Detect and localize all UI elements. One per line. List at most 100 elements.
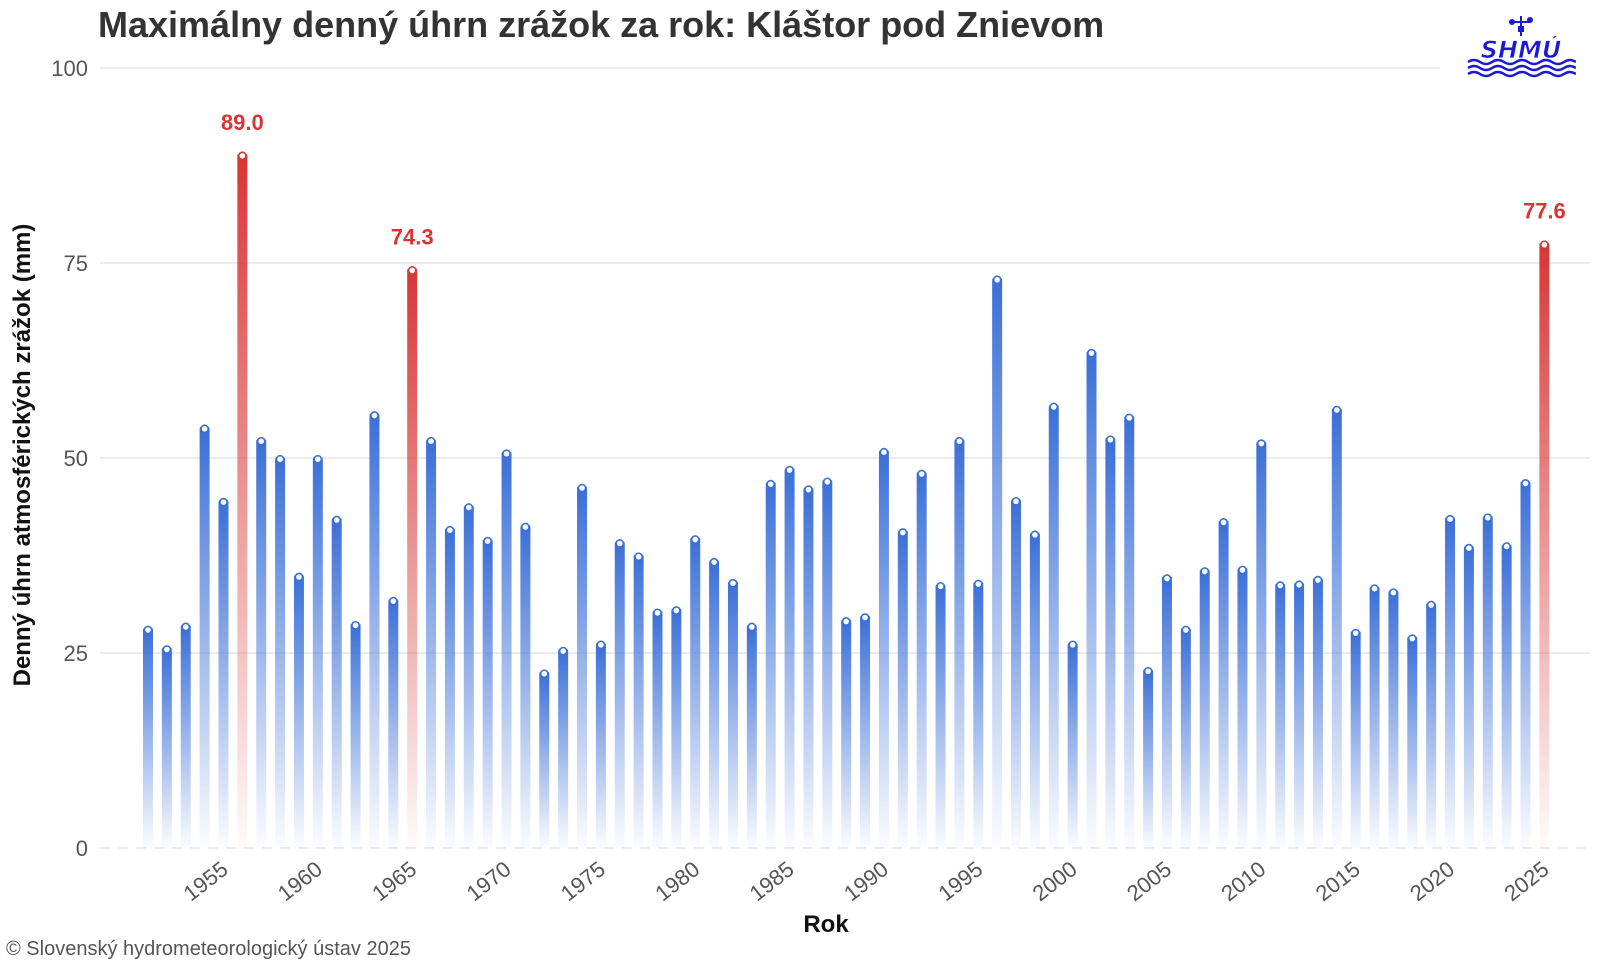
x-tick-label: 1970: [462, 856, 516, 906]
bar-marker-1996: [992, 275, 1002, 285]
bar-2016: [1369, 586, 1380, 848]
bar-2013: [1312, 578, 1323, 848]
x-tick-label: 1955: [179, 856, 233, 906]
y-tick-label: 100: [51, 56, 88, 81]
bar-1972: [539, 671, 550, 848]
bar-1969: [482, 539, 493, 848]
bar-1991: [897, 530, 908, 848]
bar-marker-1953: [181, 622, 191, 632]
bar-1981: [709, 560, 720, 848]
bar-marker-1990: [879, 447, 889, 457]
bar-marker-1976: [615, 539, 625, 548]
bar-1996: [992, 277, 1003, 848]
bar-marker-2014: [1332, 405, 1342, 415]
y-axis-title: Denný úhrn atmosférických zrážok (mm): [9, 224, 36, 687]
bar-marker-1974: [577, 483, 587, 493]
bar-1982: [727, 581, 738, 848]
bar-1958: [275, 457, 286, 848]
x-tick-label: 1980: [650, 856, 704, 906]
bar-1964: [388, 599, 399, 848]
bar-2008: [1218, 520, 1229, 848]
peak-label-1965: 74.3: [391, 224, 434, 249]
bar-marker-1995: [973, 579, 983, 589]
bar-marker-2003: [1124, 413, 1134, 423]
bar-1953: [180, 624, 191, 848]
bar-2004: [1143, 669, 1154, 848]
bar-2022: [1482, 515, 1493, 848]
bar-marker-2004: [1143, 666, 1153, 676]
bar-2005: [1161, 576, 1172, 848]
bar-1951: [143, 628, 153, 848]
bar-2012: [1294, 582, 1305, 848]
x-tick-label: 1990: [839, 856, 893, 906]
bar-1961: [331, 518, 342, 848]
bar-marker-1979: [671, 606, 681, 615]
peak-label-1956: 89.0: [221, 110, 264, 135]
bar-1977: [633, 554, 644, 848]
bar-2009: [1237, 567, 1248, 848]
bar-1976: [614, 541, 625, 848]
y-tick-label: 75: [64, 251, 88, 276]
bar-marker-1956: [237, 151, 247, 161]
bar-marker-2021: [1464, 543, 1474, 553]
bar-2015: [1350, 631, 1361, 848]
bar-1988: [841, 619, 852, 848]
bar-marker-1984: [766, 479, 776, 489]
bar-1975: [595, 642, 606, 848]
bar-1992: [916, 472, 927, 848]
bar-marker-1987: [822, 477, 832, 487]
bar-marker-2010: [1256, 439, 1266, 449]
bar-marker-2025: [1539, 240, 1549, 250]
bar-marker-1966: [426, 436, 436, 446]
bar-marker-1965: [407, 266, 417, 275]
bar-2024: [1520, 481, 1531, 848]
bar-1978: [652, 610, 663, 848]
bar-marker-1988: [841, 617, 851, 626]
bar-marker-1989: [860, 613, 870, 622]
bar-marker-2008: [1219, 518, 1228, 527]
bar-1960: [312, 457, 323, 848]
bar-marker-1970: [502, 449, 511, 459]
bar-1955: [218, 500, 229, 848]
y-tick-label: 50: [64, 446, 88, 471]
bar-1983: [746, 624, 757, 848]
bar-1997: [1011, 499, 1022, 848]
bar-marker-1972: [539, 669, 549, 679]
bar-2003: [1124, 415, 1135, 848]
copyright-notice: © Slovenský hydrometeorologický ústav 20…: [6, 938, 411, 960]
bar-1993: [935, 584, 946, 848]
x-tick-label: 1965: [367, 856, 421, 906]
bar-marker-2018: [1407, 634, 1417, 644]
peak-label-2025: 77.6: [1523, 199, 1566, 224]
bar-marker-1958: [275, 454, 285, 464]
bar-1956: [237, 153, 248, 849]
x-tick-label: 2015: [1311, 856, 1365, 906]
bar-marker-1980: [690, 535, 700, 544]
bar-marker-2009: [1238, 565, 1247, 575]
bar-marker-2013: [1313, 575, 1323, 585]
bar-1965: [407, 268, 418, 849]
bar-marker-2015: [1351, 628, 1361, 638]
bar-marker-1994: [955, 436, 964, 446]
bar-2025: [1539, 242, 1550, 849]
bar-marker-2001: [1087, 348, 1096, 358]
bar-marker-1957: [256, 436, 266, 446]
x-tick-label: 2010: [1216, 856, 1270, 906]
x-tick-label: 2005: [1122, 856, 1176, 906]
bar-marker-2011: [1275, 581, 1285, 590]
bar-marker-2019: [1426, 600, 1436, 610]
bar-1966: [426, 439, 437, 848]
bar-1973: [558, 649, 569, 848]
x-tick-label: 1985: [745, 856, 799, 906]
bar-marker-1959: [294, 572, 304, 582]
bar-marker-1977: [634, 552, 644, 562]
bar-2014: [1331, 408, 1342, 848]
bar-marker-1993: [936, 581, 945, 591]
bar-marker-2000: [1068, 640, 1078, 650]
bar-1989: [860, 615, 871, 848]
bar-marker-1998: [1030, 530, 1040, 540]
bar-1986: [803, 487, 814, 848]
bar-marker-2023: [1502, 542, 1512, 551]
bar-1970: [501, 451, 512, 848]
